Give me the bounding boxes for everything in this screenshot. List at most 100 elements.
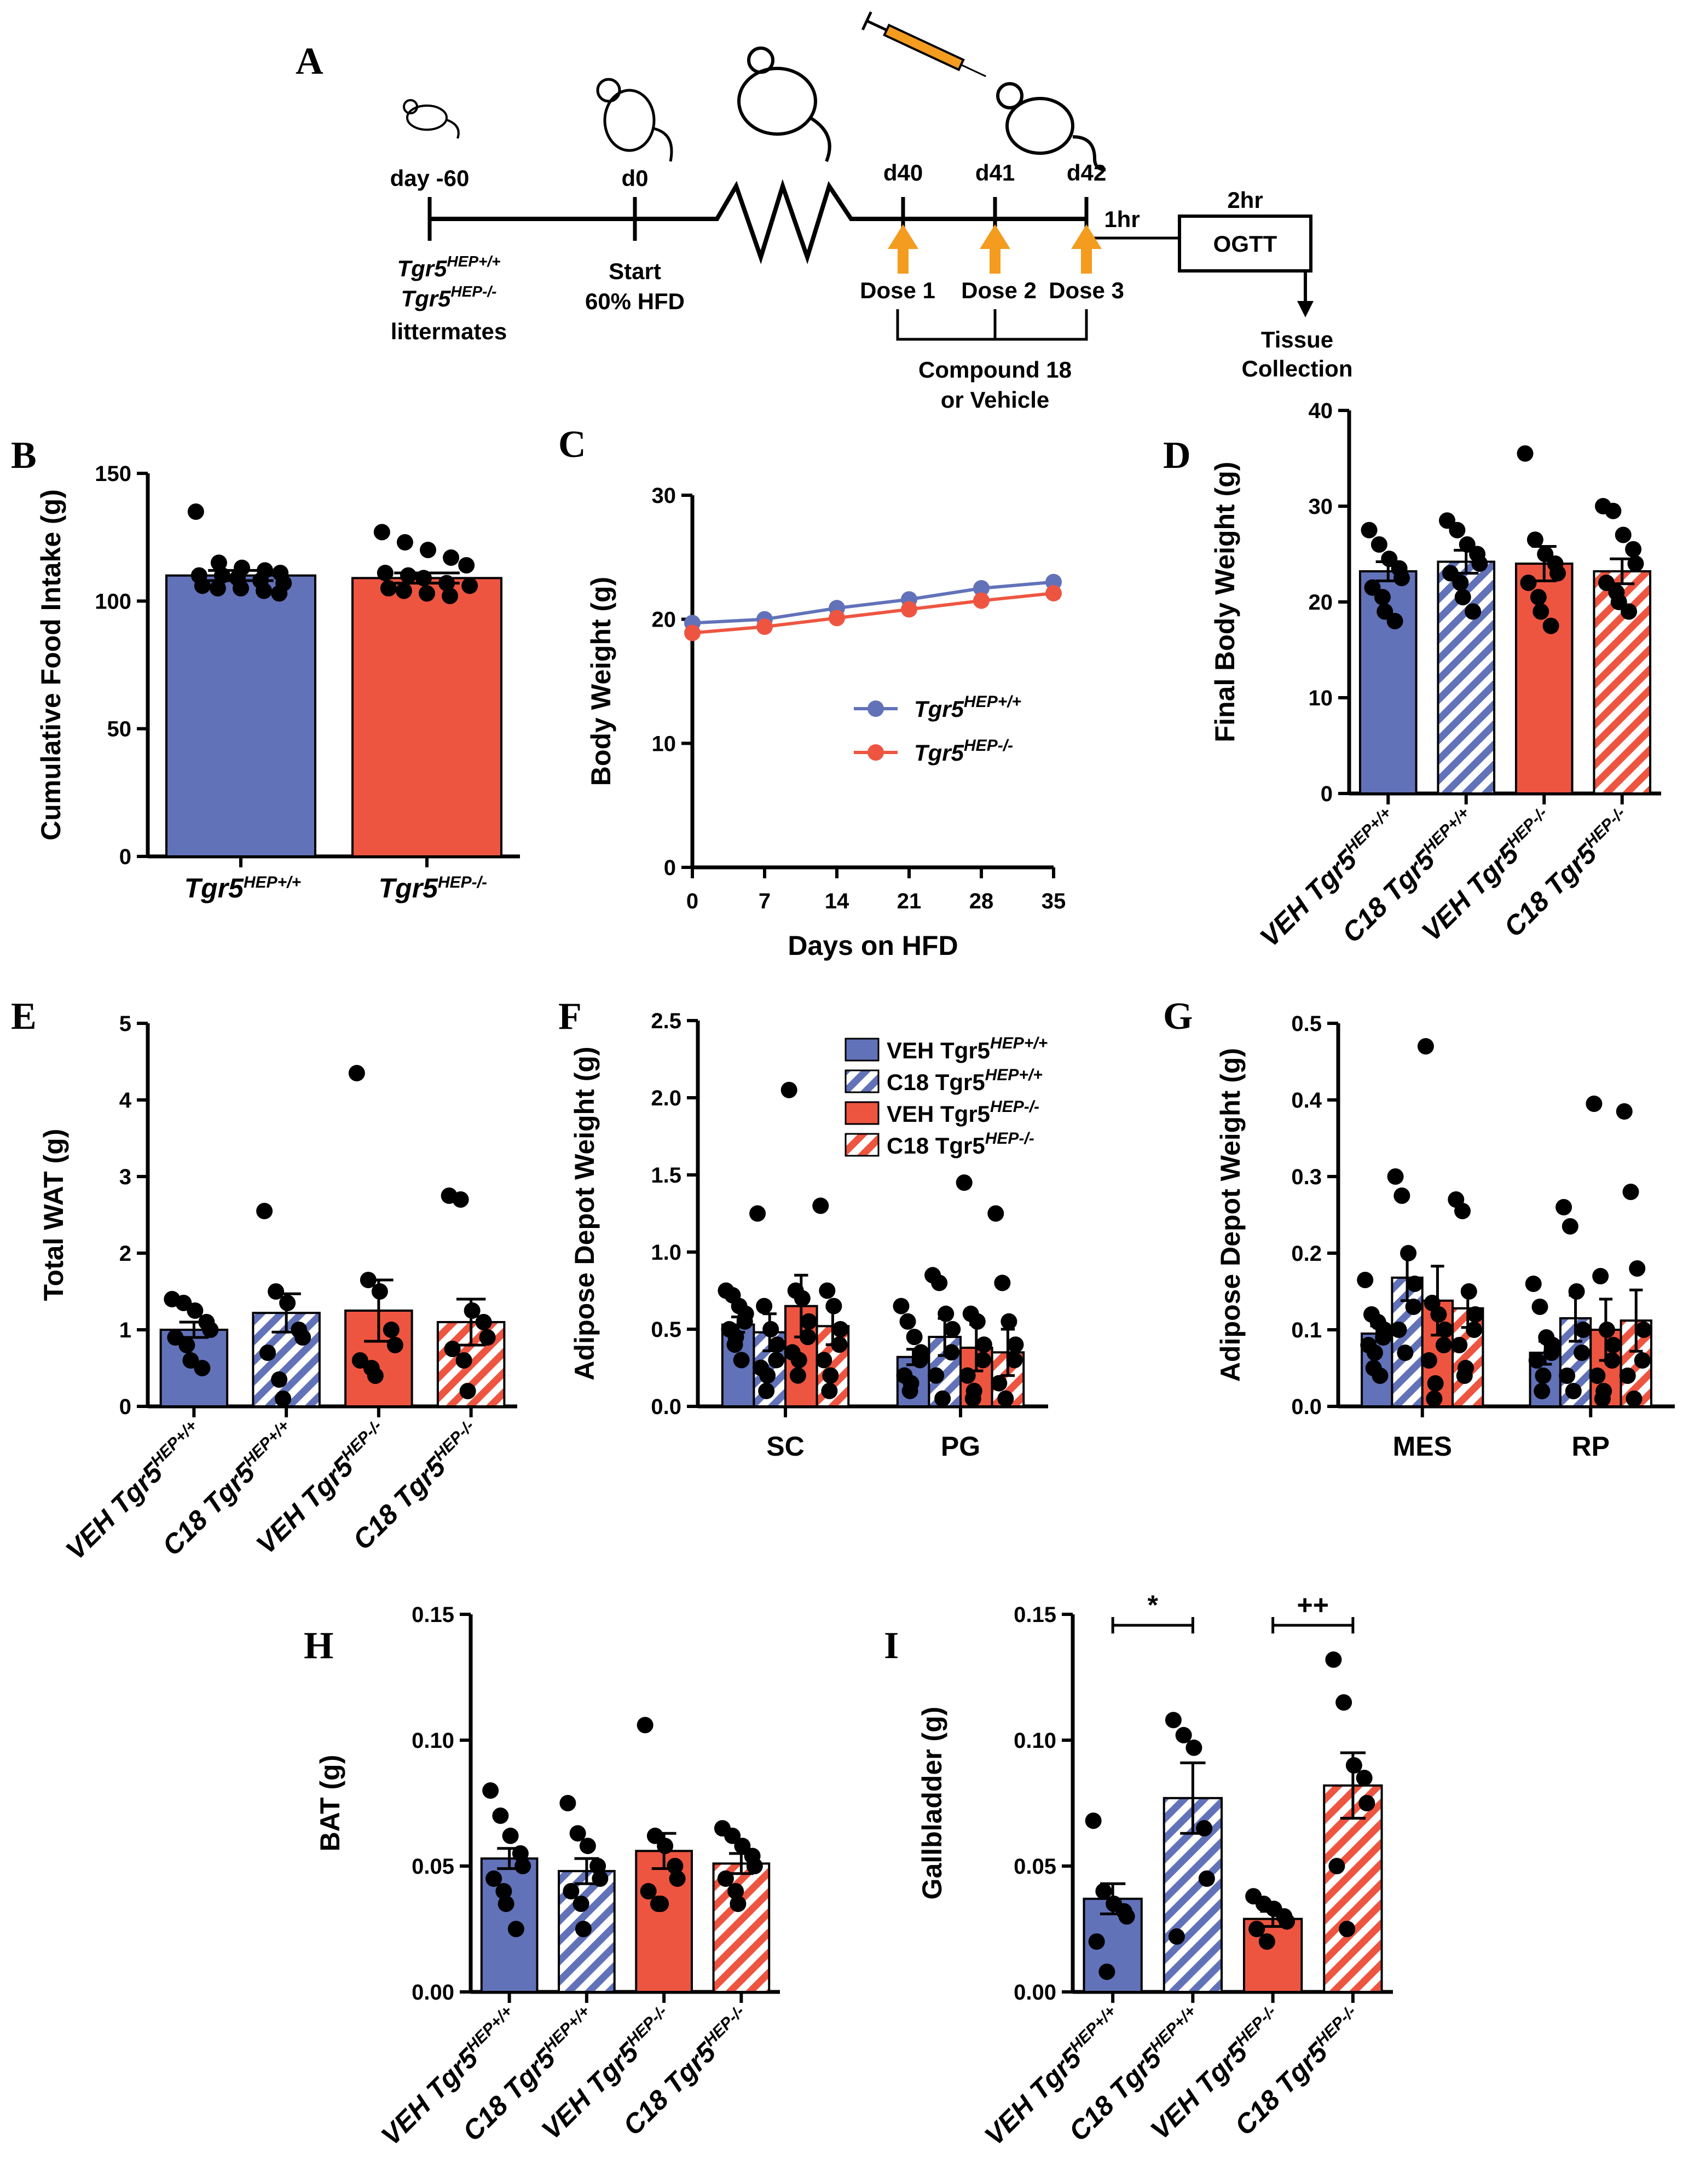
data-point (202, 1322, 219, 1338)
y-tick-label: 0.5 (1291, 1012, 1322, 1036)
data-point (768, 1352, 785, 1369)
bar (1437, 560, 1496, 795)
panel-letter: E (11, 995, 37, 1038)
y-tick-label: 0.10 (1014, 1729, 1056, 1753)
y-tick-label: 30 (652, 484, 676, 508)
data-point (1562, 1218, 1578, 1235)
y-tick-label: 10 (652, 732, 676, 756)
data-point (1555, 1199, 1572, 1215)
data-point (726, 1336, 743, 1353)
data-point (1627, 555, 1644, 572)
x-group-label: RP (1572, 1431, 1610, 1462)
data-point (1393, 570, 1410, 587)
legend-label: VEH Tgr5HEP+/+ (887, 1034, 1048, 1063)
x-tick-label-base: C18 Tgr5 (157, 1457, 262, 1562)
data-point (442, 588, 459, 604)
data-point (1386, 613, 1403, 629)
y-tick-label: 3 (119, 1165, 131, 1189)
bar (1323, 1784, 1383, 1994)
data-point (373, 524, 390, 541)
data-point (1575, 1322, 1592, 1338)
label-compound: Compound 18 (918, 357, 1072, 383)
data-point (1361, 522, 1378, 538)
data-point (1605, 502, 1622, 519)
data-point (1598, 1322, 1615, 1338)
legend-label-sup: HEP-/- (990, 1098, 1039, 1116)
y-tick-label: 2 (119, 1242, 131, 1266)
data-point (756, 1297, 773, 1314)
data-point (1427, 1375, 1444, 1392)
data-point (974, 1352, 991, 1369)
x-tick-label-sup: HEP+/+ (462, 2002, 516, 2056)
series-marker (901, 601, 917, 618)
y-tick-label: 100 (95, 589, 131, 613)
data-point (1328, 1858, 1345, 1874)
data-point (1604, 1352, 1621, 1369)
y-axis-label: Body Weight (g) (586, 577, 616, 786)
x-tick-label-sup: HEP-/- (1581, 804, 1629, 851)
y-tick-label: 0.2 (1291, 1242, 1322, 1266)
y-axis-label: Cumulative Food Intake (g) (36, 489, 66, 841)
legend-label-sup: HEP+/+ (985, 1066, 1043, 1084)
data-point (1626, 1391, 1643, 1407)
data-point (1622, 1184, 1639, 1200)
x-tick-label-sup: HEP+/+ (1146, 2002, 1200, 2056)
data-point (832, 1321, 849, 1337)
data-point (1528, 1352, 1545, 1369)
data-point (667, 1858, 684, 1874)
data-point (461, 577, 478, 594)
data-point (1339, 1921, 1356, 1937)
data-point (975, 1336, 992, 1353)
data-point (759, 1367, 776, 1384)
data-point (911, 1352, 928, 1369)
data-point (1471, 555, 1488, 572)
data-point (1592, 1268, 1609, 1284)
series-line (692, 580, 1054, 625)
data-point (1374, 589, 1391, 606)
series-line (692, 592, 1054, 635)
label-ogtt: OGTT (1213, 231, 1277, 257)
data-point (1393, 1187, 1410, 1204)
y-tick-label: 1.5 (651, 1163, 681, 1187)
data-point (348, 1065, 365, 1081)
data-point (371, 1283, 388, 1300)
y-tick-label: 10 (1309, 686, 1333, 710)
x-group-label: SC (766, 1431, 804, 1462)
data-point (1520, 575, 1537, 591)
y-axis-label: Adipose Depot Weight (g) (569, 1046, 600, 1380)
x-tick-label-sup: HEP-/- (623, 2002, 670, 2050)
data-point (1007, 1336, 1024, 1353)
y-tick-label: 1.0 (651, 1241, 681, 1265)
data-point (1565, 1383, 1582, 1399)
data-point (395, 582, 412, 599)
data-point (969, 1313, 986, 1330)
y-tick-label: 2.0 (651, 1086, 681, 1110)
series-marker (973, 580, 990, 596)
data-point (794, 1290, 811, 1307)
data-point (271, 585, 288, 602)
data-point (1387, 1168, 1404, 1185)
x-tick-label-sup: HEP+/+ (244, 873, 301, 891)
data-point (994, 1275, 1011, 1291)
x-tick-label-sup: HEP+/+ (1066, 2002, 1120, 2056)
panel-i: 0.00 0.05 0.10 0.15 Gallbladder (g) I VEH Tgr5… (884, 1590, 1393, 2151)
data-point (997, 1390, 1014, 1407)
x-tick-label-sup: HEP-/- (1503, 804, 1551, 851)
data-point (438, 575, 455, 592)
data-point (400, 567, 417, 584)
data-point (652, 1896, 669, 1912)
data-point (485, 1870, 502, 1887)
legend-label-base: Tgr5 (914, 696, 964, 722)
legend-label-sup: HEP+/+ (964, 693, 1021, 711)
x-tick-label: 0 (686, 889, 698, 913)
legend-swatch (845, 1101, 880, 1125)
data-point (194, 1360, 211, 1376)
label-genotype1: Tgr5HEP+/+ (397, 253, 500, 281)
x-tick-label-base: VEH Tgr5 (60, 1457, 169, 1566)
y-axis-label: Adipose Depot Weight (g) (1215, 1048, 1246, 1382)
data-point (415, 570, 432, 587)
data-point (294, 1329, 311, 1346)
mouse-icon (403, 99, 460, 139)
bar (351, 577, 502, 858)
x-group-label: PG (941, 1431, 980, 1462)
